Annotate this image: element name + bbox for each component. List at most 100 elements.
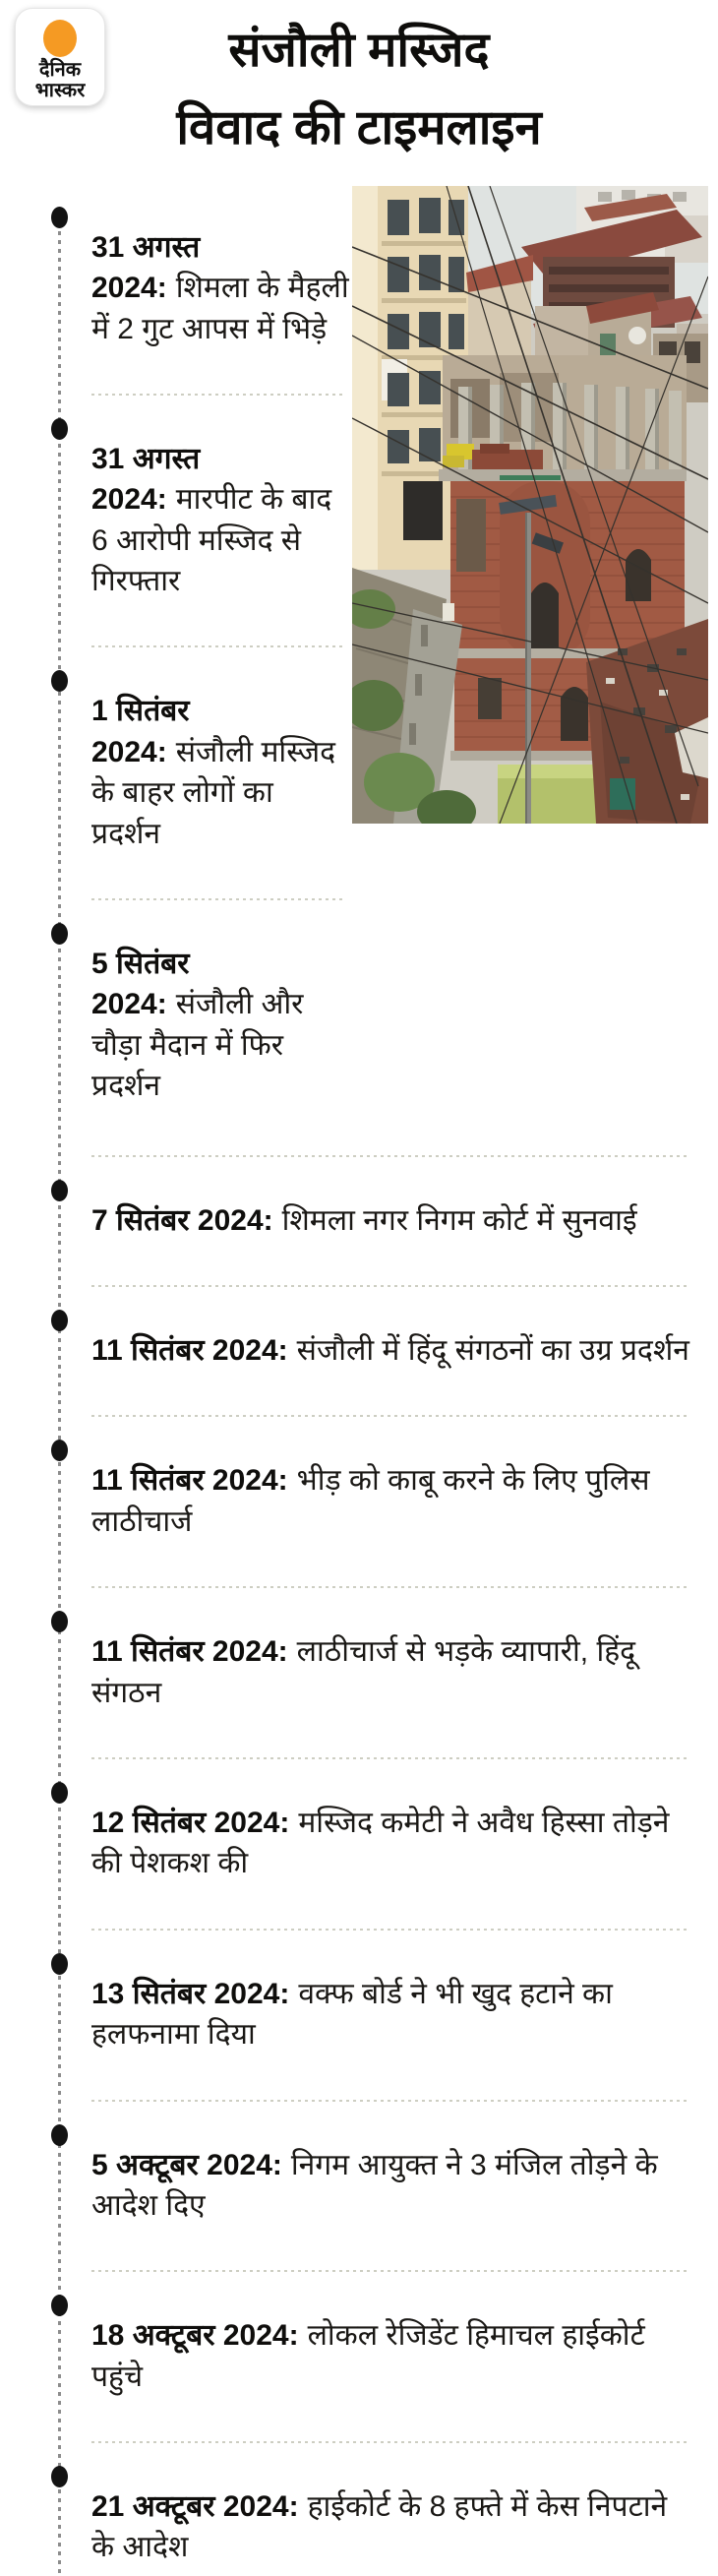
timeline-bullet-icon [51, 2295, 68, 2317]
entry-date: 1 सितंबर 2024: [91, 695, 190, 768]
entry-date: 11 सितंबर 2024: [91, 1635, 288, 1669]
bullet-cell [0, 1430, 91, 1462]
bullet-cell [0, 2115, 91, 2146]
bullet-cell [0, 2285, 91, 2317]
entry-text: 13 सितंबर 2024: वक्फ बोर्ड ने भी खुद हटान… [91, 1973, 717, 2055]
entry-text: 21 अक्टूबर 2024: हाईकोर्ट के 8 हफ्ते में … [91, 2485, 717, 2568]
entry-description: संजौली और चौड़ा मैदान में फिर प्रदर्शन [91, 988, 304, 1103]
entry-date: 21 अक्टूबर 2024: [91, 2490, 299, 2524]
entry-text: 5 अक्टूबर 2024: निगम आयुक्त ने 3 मंजिल तो… [91, 2144, 717, 2227]
timeline-entry: 31 अगस्त 2024: मारपीट के बाद 6 आरोपी मस्ज… [0, 396, 352, 646]
separator [91, 2441, 688, 2444]
entry-text: 11 सितंबर 2024: लाठीचार्ज से भड़के व्यापा… [91, 1630, 717, 1713]
timeline-bullet-icon [51, 1440, 68, 1462]
timeline-entry: 7 सितंबर 2024: शिमला नगर निगम कोर्ट में स… [0, 1157, 718, 1285]
timeline-bullet-icon [51, 923, 68, 946]
title-line-1: संजौली मस्जिद [228, 24, 490, 77]
entry-text: 31 अगस्त 2024: मारपीट के बाद 6 आरोपी मस्ज… [91, 438, 349, 602]
timeline-bullet-icon [51, 670, 68, 693]
timeline-connector-line [58, 213, 61, 2576]
entry-description: वक्फ बोर्ड ने भी खुद हटाने का हलफनामा दि… [91, 1977, 613, 2052]
entry-description: शिमला नगर निगम कोर्ट में सुनवाई [281, 1203, 637, 1237]
separator [91, 2099, 688, 2102]
separator [91, 645, 346, 648]
bullet-cell [0, 660, 91, 693]
timeline-entry: 5 अक्टूबर 2024: निगम आयुक्त ने 3 मंजिल तो… [0, 2102, 718, 2271]
mosque-photo [352, 184, 718, 824]
mosque-photo-illustration [352, 185, 708, 824]
timeline-entry: 13 सितंबर 2024: वक्फ बोर्ड ने भी खुद हटान… [0, 1931, 718, 2100]
bullet-cell [0, 1300, 91, 1331]
timeline-bullet-icon [51, 417, 68, 440]
entry-date: 7 सितंबर 2024: [91, 1203, 273, 1237]
entry-description: निगम आयुक्त ने 3 मंजिल तोड़ने के आदेश दि… [91, 2148, 658, 2222]
timeline-entry: 1 सितंबर 2024: संजौली मस्जिद के बाहर लोगो… [0, 647, 352, 898]
separator [91, 1928, 688, 1931]
timeline-entry: 21 अक्टूबर 2024: हाईकोर्ट के 8 हफ्ते में … [0, 2443, 718, 2576]
entry-description: संजौली में हिंदू संगठनों का उग्र प्रदर्श… [296, 1334, 689, 1367]
logo-line-1: दैनिक [38, 59, 82, 81]
entry-description: लोकल रेजिडेंट हिमाचल हाईकोर्ट पहुंचे [91, 2319, 645, 2393]
entry-text: 1 सितंबर 2024: संजौली मस्जिद के बाहर लोगो… [91, 690, 349, 854]
entry-description: भीड़ को काबू करने के लिए पुलिस लाठीचार्ज [91, 1464, 650, 1538]
page-title: संजौली मस्जिद विवाद की टाइमलाइन [10, 10, 708, 168]
entry-text: 11 सितंबर 2024: संजौली में हिंदू संगठनों … [91, 1329, 717, 1371]
entry-description: लाठीचार्ज से भड़के व्यापारी, हिंदू संगठन [91, 1635, 636, 1709]
separator [91, 898, 346, 901]
timeline-list: 7 सितंबर 2024: शिमला नगर निगम कोर्ट में स… [0, 1157, 718, 2576]
entry-date: 31 अगस्त 2024: [91, 230, 201, 305]
timeline-entry: 11 सितंबर 2024: संजौली में हिंदू संगठनों … [0, 1287, 718, 1415]
entry-date: 11 सितंबर 2024: [91, 1334, 288, 1367]
entry-description: मस्जिद कमेटी ने अवैध हिस्सा तोड़ने की पे… [91, 1806, 670, 1880]
timeline-bullet-icon [51, 1310, 68, 1331]
timeline-entry: 18 अक्टूबर 2024: लोकल रेजिडेंट हिमाचल हाई… [0, 2272, 718, 2441]
timeline-top-row: 31 अगस्त 2024: शिमला के मैहली में 2 गुट आ… [0, 184, 718, 1151]
header: दैनिक भास्कर संजौली मस्जिद विवाद की टाइम… [0, 0, 718, 184]
entry-text: 11 सितंबर 2024: भीड़ को काबू करने के लिए … [91, 1459, 717, 1542]
timeline-bullet-icon [51, 1781, 68, 1804]
bullet-cell [0, 408, 91, 440]
bullet-cell [0, 1943, 91, 1975]
dainik-bhaskar-logo: दैनिक भास्कर [15, 8, 105, 106]
title-line-2: विवाद की टाइमलाइन [176, 101, 542, 155]
timeline-bullet-icon [51, 206, 68, 228]
bullet-cell [0, 1772, 91, 1804]
entry-text: 12 सितंबर 2024: मस्जिद कमेटी ने अवैध हिस्… [91, 1802, 717, 1884]
separator [91, 1415, 688, 1418]
entry-description: संजौली मस्जिद के बाहर लोगों का प्रदर्शन [91, 735, 336, 850]
entry-text: 31 अगस्त 2024: शिमला के मैहली में 2 गुट आ… [91, 226, 349, 349]
entry-description: मारपीट के बाद 6 आरोपी मस्जिद से गिरफ्तार [91, 483, 332, 598]
entry-date: 18 अक्टूबर 2024: [91, 2319, 299, 2353]
separator [91, 1586, 688, 1589]
entry-description: हाईकोर्ट के 8 हफ्ते में केस निपटाने के आ… [91, 2490, 668, 2564]
entry-date: 5 अक्टूबर 2024: [91, 2148, 282, 2181]
bullet-cell [0, 197, 91, 228]
separator [91, 2270, 688, 2273]
bullet-cell [0, 913, 91, 946]
bullet-cell [0, 1601, 91, 1633]
timeline: 31 अगस्त 2024: शिमला के मैहली में 2 गुट आ… [0, 184, 718, 2576]
timeline-left-column: 31 अगस्त 2024: शिमला के मैहली में 2 गुट आ… [0, 184, 352, 1151]
separator [91, 1154, 688, 1157]
entry-text: 7 सितंबर 2024: शिमला नगर निगम कोर्ट में स… [91, 1199, 665, 1241]
entry-date: 12 सितंबर 2024: [91, 1806, 290, 1839]
timeline-entry: 11 सितंबर 2024: भीड़ को काबू करने के लिए … [0, 1417, 718, 1586]
timeline-entry: 12 सितंबर 2024: मस्जिद कमेटी ने अवैध हिस्… [0, 1759, 718, 1929]
entry-date: 13 सितंबर 2024: [91, 1977, 290, 2010]
separator [91, 393, 346, 396]
timeline-bullet-icon [51, 1179, 68, 1201]
timeline-entry: 5 सितंबर 2024: संजौली और चौड़ा मैदान में … [0, 900, 352, 1151]
separator [91, 1285, 688, 1287]
entry-text: 18 अक्टूबर 2024: लोकल रेजिडेंट हिमाचल हाई… [91, 2314, 717, 2397]
entry-description: शिमला के मैहली में 2 गुट आपस में भिड़े [91, 272, 349, 345]
bullet-cell [0, 2456, 91, 2488]
logo-brand-text: दैनिक भास्कर [35, 60, 86, 101]
timeline-entry: 31 अगस्त 2024: शिमला के मैहली में 2 गुट आ… [0, 184, 352, 394]
bullet-cell [0, 1170, 91, 1201]
timeline-bullet-icon [51, 1952, 68, 1975]
logo-line-2: भास्कर [34, 79, 86, 101]
timeline-entry: 11 सितंबर 2024: लाठीचार्ज से भड़के व्यापा… [0, 1588, 718, 1757]
timeline-bullet-icon [51, 1611, 68, 1633]
entry-date: 11 सितंबर 2024: [91, 1464, 288, 1498]
